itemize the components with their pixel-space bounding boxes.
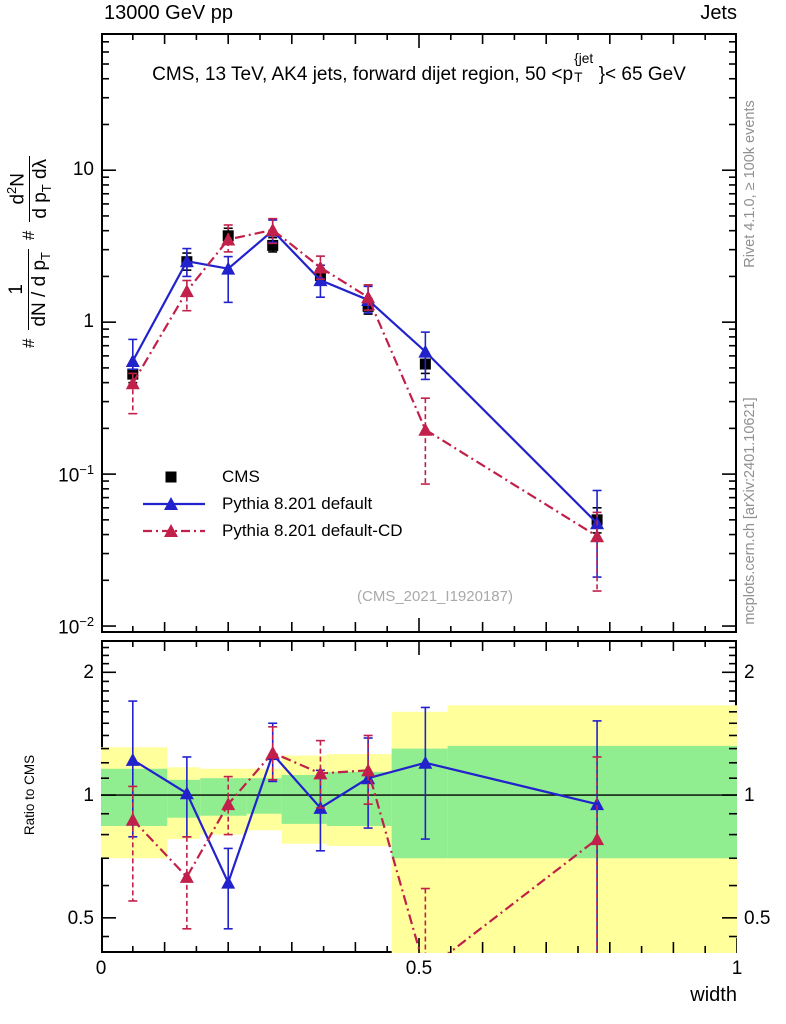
pythia-default-swatch [143, 496, 205, 510]
y-ticks [101, 33, 737, 627]
legend-item-pythia-default-cd: Pythia 8.201 default-CD [142, 517, 403, 544]
process-label: Jets [700, 2, 737, 24]
main-y-tick-label: 10−1 [58, 462, 94, 487]
x-tick-label: 0.5 [405, 958, 433, 979]
main-y-tick-label: 10−2 [58, 614, 94, 639]
legend-item-pythia-default: Pythia 8.201 default [142, 490, 403, 517]
x-ticks [101, 640, 737, 953]
analysis-id-watermark: (CMS_2021_I1920187) [357, 588, 513, 605]
cms-marker-swatch [165, 471, 177, 482]
y-ticks [101, 646, 737, 938]
x-tick-label: 0 [95, 958, 107, 979]
series-pythia-8-201-default-cd [125, 217, 605, 592]
ratio-y-tick-label-right: 1 [744, 785, 755, 807]
pt-jet-supsub: {jet T [574, 51, 594, 85]
uncertainty-bands [101, 705, 737, 953]
ratio-y-tick-label-left: 1 [83, 785, 94, 807]
ratio-y-tick-label-left: 2 [83, 662, 94, 684]
legend-item-cms: CMS [142, 463, 403, 490]
ratio-y-tick-label-left: 0.5 [67, 907, 94, 929]
legend-label: Pythia 8.201 default-CD [222, 520, 403, 540]
ratio-plot [101, 640, 737, 953]
plot-title: CMS, 13 TeV, AK4 jets, forward dijet reg… [152, 51, 686, 85]
x-tick-label: 1 [731, 958, 743, 979]
legend-label: Pythia 8.201 default [222, 493, 373, 513]
main-y-tick-label: 1 [83, 311, 94, 333]
ratio-y-tick-label-right: 0.5 [744, 907, 771, 929]
plot-title-text: CMS, 13 TeV, AK4 jets, forward dijet reg… [152, 64, 574, 85]
rivet-version-note: Rivet 4.1.0, ≥ 100k events [742, 100, 758, 268]
pythia-default-cd-swatch [143, 523, 205, 537]
legend: CMS Pythia 8.201 default Pythia 8.201 de… [142, 463, 403, 544]
x-axis-label: width [690, 984, 737, 1006]
beam-energy-label: 13000 GeV pp [104, 2, 233, 24]
legend-label: CMS [222, 466, 260, 486]
main-y-tick-label: 10 [72, 159, 94, 181]
ratio-y-tick-label-right: 2 [744, 662, 755, 684]
mcplots-citation-note: mcplots.cern.ch [arXiv:2401.10621] [742, 397, 758, 625]
ratio-series-pythia-8-201-default-cd [125, 726, 605, 953]
x-ticks [101, 33, 737, 633]
main-plot [101, 33, 737, 633]
